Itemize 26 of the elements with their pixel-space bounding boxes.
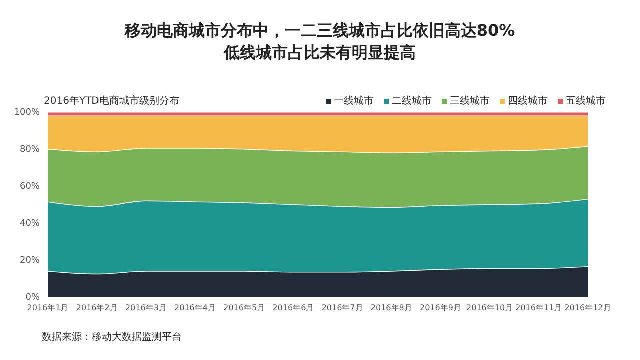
legend-label: 二线城市 [391, 94, 432, 108]
x-tick-label: 2016年2月 [76, 304, 118, 313]
source-note: 数据来源：移动大数据监测平台 [42, 330, 182, 344]
x-tick-label: 2016年5月 [224, 304, 266, 313]
x-tick-label: 2016年4月 [174, 304, 216, 313]
x-tick-label: 2016年9月 [420, 304, 462, 313]
x-tick-label: 2016年7月 [322, 304, 364, 313]
y-tick-label: 20% [20, 256, 40, 266]
x-tick-label: 2016年3月 [125, 304, 167, 313]
y-tick-label: 60% [20, 182, 40, 192]
y-tick-label: 100% [14, 108, 40, 118]
x-tick-label: 2016年12月 [564, 304, 612, 313]
legend-label: 一线城市 [333, 94, 374, 108]
x-tick-label: 2016年6月 [272, 304, 314, 313]
y-tick-label: 0% [26, 293, 40, 304]
x-tick-label: 2016年1月 [27, 304, 69, 313]
legend-label: 三线城市 [449, 94, 490, 108]
chart-title: 移动电商城市分布中，一二三线城市占比依旧高达80% 低线城市占比未有明显提高 [124, 20, 516, 64]
legend-label: 四线城市 [507, 94, 548, 108]
legend-label: 五线城市 [565, 94, 606, 108]
x-tick-label: 2016年8月 [370, 304, 412, 313]
x-tick-label: 2016年10月 [466, 304, 514, 313]
y-tick-label: 40% [20, 219, 40, 230]
x-tick-label: 2016年11月 [516, 304, 562, 313]
chart-subtitle: 2016年YTD电商城市级别分布 [44, 94, 180, 108]
y-tick-label: 80% [20, 145, 40, 156]
